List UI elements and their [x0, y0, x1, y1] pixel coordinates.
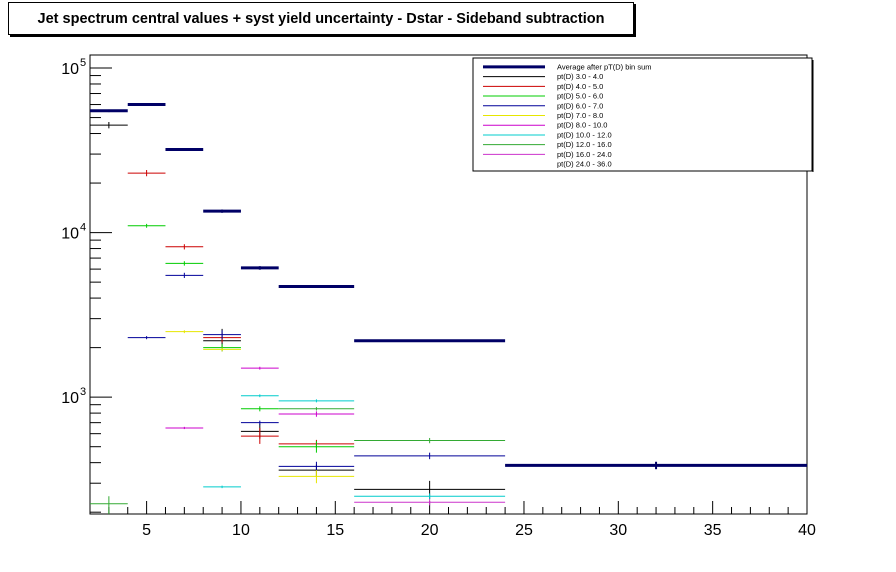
series-9: [354, 499, 506, 506]
series-6: [165, 366, 355, 430]
data-point: [505, 461, 807, 470]
data-point: [165, 261, 204, 266]
legend-entry: pt(D) 5.0 - 6.0: [483, 92, 603, 101]
data-point: [203, 347, 241, 352]
data-point: [240, 266, 279, 270]
data-point: [354, 452, 506, 460]
series-8: [90, 407, 506, 514]
x-tick-label: 40: [798, 522, 816, 539]
x-tick-label: 20: [421, 522, 439, 539]
y-tick-label: 10: [61, 226, 79, 243]
legend-label: pt(D) 8.0 - 10.0: [557, 121, 607, 130]
x-tick-label: 5: [142, 522, 151, 539]
series-5: [165, 330, 355, 484]
data-point: [203, 330, 241, 340]
data-point: [127, 103, 166, 107]
legend-entry: pt(D) 10.0 - 12.0: [483, 130, 612, 139]
data-point: [203, 485, 241, 489]
legend-entry: pt(D) 6.0 - 7.0: [483, 101, 603, 110]
data-point: [354, 437, 506, 444]
data-point: [278, 461, 355, 471]
y-tick-exponent: 3: [80, 386, 86, 398]
data-point: [278, 470, 355, 484]
data-point: [354, 493, 506, 500]
data-point: [278, 441, 355, 453]
legend-label: pt(D) 16.0 - 24.0: [557, 150, 612, 159]
data-point: [240, 394, 279, 398]
x-tick-label: 15: [326, 522, 344, 539]
legend-entry: Average after pT(D) bin sum: [483, 62, 651, 71]
legend-label: pt(D) 10.0 - 12.0: [557, 130, 612, 139]
data-point: [127, 223, 166, 228]
data-point: [278, 411, 355, 417]
legend-label: pt(D) 6.0 - 7.0: [557, 101, 603, 110]
legend-entry: pt(D) 24.0 - 36.0: [483, 160, 612, 169]
x-tick-label: 25: [515, 522, 533, 539]
data-series: [90, 103, 807, 514]
x-tick-label: 10: [232, 522, 250, 539]
data-point: [354, 499, 506, 506]
legend-entry: pt(D) 4.0 - 5.0: [483, 82, 603, 91]
data-point: [165, 330, 204, 334]
legend-entry: pt(D) 8.0 - 10.0: [483, 121, 607, 130]
data-point: [165, 244, 204, 250]
series-4: [127, 272, 506, 471]
legend-entry: pt(D) 3.0 - 4.0: [483, 72, 603, 81]
legend-label: pt(D) 7.0 - 8.0: [557, 111, 603, 120]
data-point: [240, 420, 279, 425]
legend-label: pt(D) 4.0 - 5.0: [557, 82, 603, 91]
series-1: [90, 121, 506, 500]
y-tick-exponent: 4: [80, 222, 86, 234]
data-point: [165, 147, 204, 151]
data-point: [90, 121, 128, 129]
y-tick-label: 10: [61, 390, 79, 407]
legend-entry: pt(D) 12.0 - 16.0: [483, 140, 612, 149]
data-point: [240, 427, 279, 444]
legend-entry: pt(D) 7.0 - 8.0: [483, 111, 603, 120]
legend-label: pt(D) 3.0 - 4.0: [557, 72, 603, 81]
data-point: [278, 285, 355, 289]
series-7: [203, 394, 506, 500]
y-tick-exponent: 5: [80, 57, 86, 69]
data-point: [240, 406, 279, 412]
data-point: [278, 407, 355, 411]
data-point: [203, 209, 241, 213]
data-point: [240, 366, 279, 370]
data-point: [354, 339, 506, 343]
legend-label: pt(D) 5.0 - 6.0: [557, 92, 603, 101]
data-point: [165, 272, 204, 278]
series-0: [90, 103, 807, 470]
data-point: [90, 496, 128, 514]
data-point: [127, 336, 166, 340]
data-point: [165, 426, 204, 430]
data-point: [90, 109, 128, 113]
series-3: [127, 223, 355, 453]
legend-label: Average after pT(D) bin sum: [557, 62, 651, 71]
data-point: [127, 170, 166, 177]
legend-label: pt(D) 24.0 - 36.0: [557, 160, 612, 169]
data-point: [278, 399, 355, 403]
chart-title: Jet spectrum central values + syst yield…: [8, 2, 634, 35]
x-tick-label: 30: [609, 522, 627, 539]
legend-label: pt(D) 12.0 - 16.0: [557, 140, 612, 149]
x-tick-label: 35: [704, 522, 722, 539]
y-tick-label: 10: [61, 61, 79, 78]
legend-entry: pt(D) 16.0 - 24.0: [483, 150, 612, 159]
